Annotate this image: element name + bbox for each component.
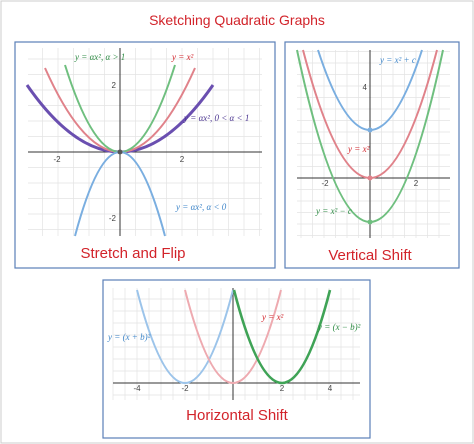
curve-label: y = x² xyxy=(261,312,284,322)
tick-label: 2 xyxy=(280,384,285,393)
curve xyxy=(232,289,332,384)
curve-label: y = x² + c xyxy=(379,55,416,65)
curve-label: y = αx², 0 < α < 1 xyxy=(183,113,249,123)
curve-label: y = αx², α > 1 xyxy=(74,52,125,62)
plot-area xyxy=(112,288,360,400)
tick-label: 4 xyxy=(363,83,368,92)
curve-label: y = x² − c xyxy=(315,206,352,216)
vertex xyxy=(117,149,123,155)
curve-label: y = x² xyxy=(347,144,370,154)
vertex xyxy=(367,219,373,225)
vertex xyxy=(367,175,373,181)
title: Sketching Quadratic Graphs xyxy=(149,12,325,28)
vertex xyxy=(367,127,373,133)
curve-label: y = (x + b)² xyxy=(107,332,151,342)
tick-label: -2 xyxy=(181,384,189,393)
tick-label: -2 xyxy=(109,214,117,223)
tick-label: 2 xyxy=(414,179,419,188)
curve xyxy=(184,289,282,384)
caption: Vertical Shift xyxy=(328,247,412,264)
curve xyxy=(136,289,234,384)
tick-label: -2 xyxy=(53,155,61,164)
tick-label: 2 xyxy=(112,81,117,90)
tick-label: -2 xyxy=(321,179,329,188)
caption: Stretch and Flip xyxy=(80,245,185,262)
tick-label: 2 xyxy=(180,155,185,164)
curve-label: y = x² xyxy=(171,52,194,62)
caption: Horizontal Shift xyxy=(186,407,289,424)
tick-label: -4 xyxy=(133,384,141,393)
tick-label: 4 xyxy=(328,384,333,393)
curve-label: y = (x − b)² xyxy=(317,322,361,332)
curve-label: y = αx², α < 0 xyxy=(175,202,227,212)
